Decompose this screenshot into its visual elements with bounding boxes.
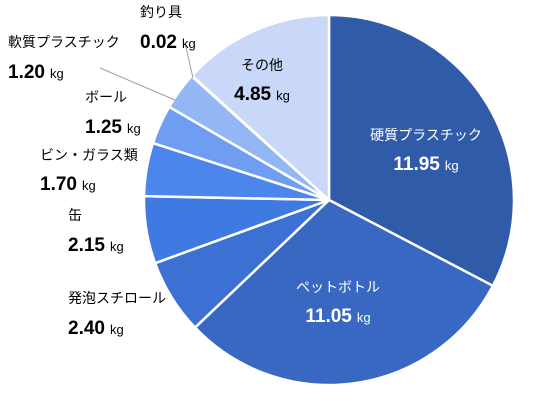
slice-category-label: その他 [241, 57, 283, 73]
slice-value-label: 4.85 kg [234, 84, 290, 105]
slice-value-label: 1.25 kg [85, 117, 141, 138]
slice-category-label: 硬質プラスチック [370, 127, 482, 143]
slice-unit: kg [127, 121, 141, 136]
slice-unit: kg [110, 322, 124, 337]
slice-labels: 硬質プラスチック 11.95 kg ペットボトル 11.05 kg 発泡スチロール 2.40 k… [8, 4, 482, 339]
leader-line [184, 42, 194, 79]
slice-unit: kg [445, 158, 459, 173]
slice-value: 0.02 [140, 32, 177, 53]
slice-value: 11.95 [393, 154, 440, 175]
slice-category-label: ビン・ガラス類 [40, 147, 138, 163]
slice-category-label: 缶 [68, 207, 82, 223]
slice-unit: kg [182, 36, 196, 51]
slice-value: 11.05 [305, 306, 352, 327]
pie-slices [142, 13, 516, 387]
slice-value: 2.15 [68, 235, 105, 256]
slice-value-label: 1.20 kg [8, 62, 64, 83]
slice-value: 2.40 [68, 318, 105, 339]
slice-category-label: 釣り具 [140, 4, 182, 20]
slice-category-label: 軟質プラスチック [8, 34, 120, 50]
slice-value-label: 0.02 kg [140, 32, 196, 53]
slice-value: 1.20 [8, 62, 45, 83]
slice-category-label: ペットボトル [296, 279, 380, 295]
slice-category-label: 発泡スチロール [68, 290, 166, 306]
slice-unit: kg [82, 178, 96, 193]
pie-slice [190, 13, 331, 202]
slice-value-label: 11.05 kg [305, 306, 370, 327]
slice-value: 4.85 [234, 84, 271, 105]
slice-value: 1.70 [40, 174, 77, 195]
pie-slice [327, 13, 516, 288]
slice-unit: kg [357, 310, 371, 325]
leader-lines [99, 42, 194, 101]
slice-category-label: ボール [85, 89, 127, 105]
pie-slice [193, 198, 495, 387]
slice-value-label: 11.95 kg [393, 154, 458, 175]
slice-value-label: 1.70 kg [40, 174, 96, 195]
slice-value-label: 2.15 kg [68, 235, 124, 256]
slice-unit: kg [276, 88, 290, 103]
slice-unit: kg [110, 239, 124, 254]
leader-line [99, 67, 176, 101]
slice-value: 1.25 [85, 117, 122, 138]
slice-unit: kg [50, 66, 64, 81]
slice-value-label: 2.40 kg [68, 318, 124, 339]
